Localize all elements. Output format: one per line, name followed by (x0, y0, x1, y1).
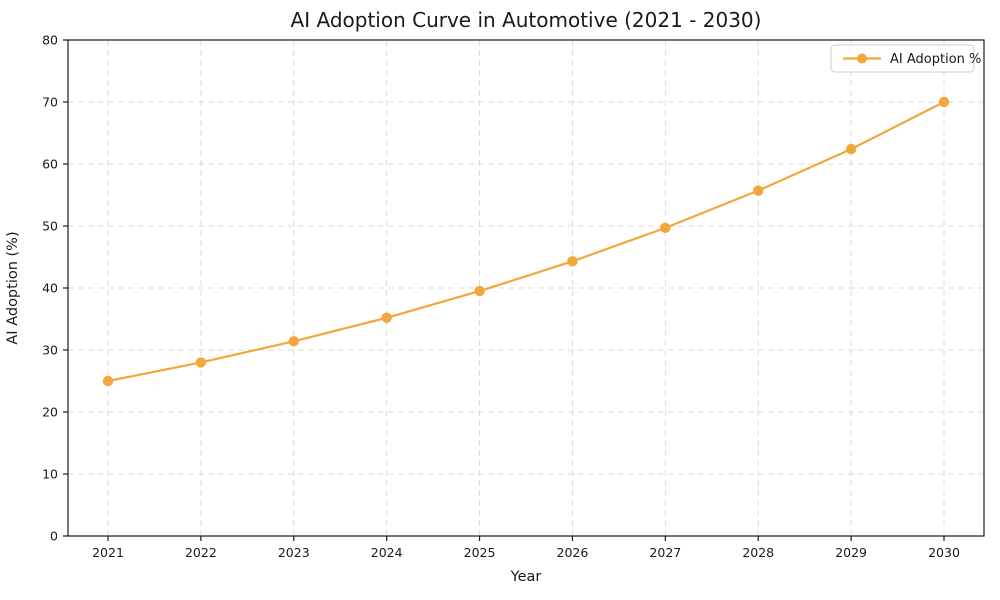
y-tick-label: 20 (42, 405, 58, 420)
x-tick-label: 2028 (742, 545, 774, 560)
plot-border (67, 39, 985, 537)
y-tick-label: 10 (42, 467, 58, 482)
data-point-marker (660, 222, 671, 234)
grid-layer (68, 40, 984, 536)
legend-box (830, 44, 975, 73)
y-tick-label: 80 (42, 33, 58, 48)
data-point-marker (938, 96, 950, 108)
y-tick-label: 40 (42, 281, 58, 296)
data-point-marker (845, 143, 857, 155)
x-tick-label: 2022 (185, 545, 217, 560)
data-point-marker (102, 375, 114, 387)
data-point-marker (288, 336, 299, 347)
data-point-marker (195, 357, 207, 368)
data-point-marker (381, 312, 392, 323)
x-tick-label: 2027 (649, 545, 681, 560)
x-tick-label: 2024 (371, 545, 403, 560)
data-point-marker (567, 256, 578, 267)
y-tick-label: 50 (42, 219, 58, 234)
x-tick-label: 2023 (278, 545, 310, 560)
legend-marker-icon (857, 53, 867, 64)
data-point-marker (474, 285, 485, 297)
x-tick-label: 2021 (92, 545, 124, 560)
y-tick-label: 30 (42, 343, 58, 358)
data-point-marker (753, 185, 764, 196)
legend-label: AI Adoption % (890, 52, 981, 67)
y-axis-label: AI Adoption (%) (5, 231, 21, 344)
chart-title: AI Adoption Curve in Automotive (2021 - … (291, 8, 762, 32)
y-tick-label: 60 (42, 157, 58, 172)
x-axis-label: Year (510, 569, 542, 585)
x-tick-label: 2029 (835, 545, 867, 560)
legend: AI Adoption % (830, 44, 981, 73)
y-tick-label: 70 (42, 95, 58, 110)
x-tick-label: 2030 (928, 545, 960, 560)
ticks-layer: 2021 2022 2023 2024 2025 2026 2027 2028 2029 2030… (42, 33, 960, 561)
x-tick-label: 2025 (464, 545, 496, 560)
series-line (106, 100, 946, 383)
y-tick-label: 0 (50, 529, 58, 544)
x-tick-label: 2026 (557, 545, 589, 560)
series-layer (102, 96, 950, 387)
